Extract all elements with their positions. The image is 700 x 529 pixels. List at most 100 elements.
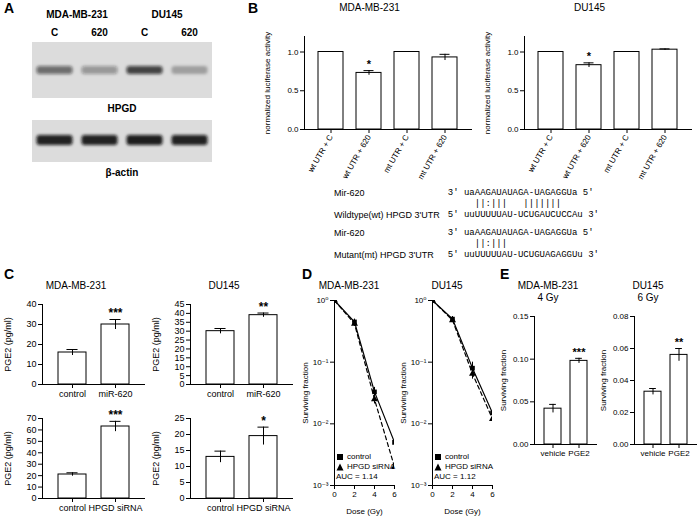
svg-text:6: 6 xyxy=(392,490,397,499)
svg-text:miR-620: miR-620 xyxy=(98,389,132,399)
svg-text:0.0: 0.0 xyxy=(287,125,299,134)
svg-text:PGE2 (pg/ml): PGE2 (pg/ml) xyxy=(3,431,13,486)
svg-text:0.00: 0.00 xyxy=(513,440,529,449)
svg-text:0.05: 0.05 xyxy=(513,397,529,406)
svg-text:mt UTR + C: mt UTR + C xyxy=(382,133,411,174)
svg-text:***: *** xyxy=(573,346,587,358)
svg-text:control: control xyxy=(207,503,234,513)
svg-text:0: 0 xyxy=(31,379,36,389)
svg-text:5: 5 xyxy=(179,477,184,487)
svg-text:control: control xyxy=(59,389,86,399)
svg-text:15: 15 xyxy=(174,445,184,455)
svg-text:normalized luciferase activity: normalized luciferase activity xyxy=(263,32,272,134)
svg-text:15: 15 xyxy=(174,353,184,363)
svg-text:10: 10 xyxy=(174,461,184,471)
svg-text:vehicle: vehicle xyxy=(541,449,566,458)
svg-text:30: 30 xyxy=(174,326,184,336)
svg-text:20: 20 xyxy=(26,471,36,481)
svg-text:0.15: 0.15 xyxy=(513,312,529,321)
svg-text:wt UTR + C: wt UTR + C xyxy=(306,133,335,175)
svg-text:20: 20 xyxy=(26,339,36,349)
svg-text:30: 30 xyxy=(26,459,36,469)
svg-text:6: 6 xyxy=(490,490,495,499)
svg-text:β-actin: β-actin xyxy=(106,167,139,178)
svg-text:50: 50 xyxy=(26,436,36,446)
svg-text:0.0: 0.0 xyxy=(507,125,519,134)
svg-text:10⁻¹: 10⁻¹ xyxy=(411,358,427,367)
svg-text:0.5: 0.5 xyxy=(507,86,519,95)
svg-text:0.00: 0.00 xyxy=(613,440,629,449)
svg-text:wt UTR + 620: wt UTR + 620 xyxy=(340,133,373,181)
svg-text:10⁰: 10⁰ xyxy=(414,296,426,305)
svg-text:0.04: 0.04 xyxy=(613,376,629,385)
svg-text:0: 0 xyxy=(430,490,435,499)
svg-text:*: * xyxy=(261,414,266,428)
svg-text:miR-620: miR-620 xyxy=(246,389,280,399)
svg-text:**: ** xyxy=(259,300,269,314)
svg-text:*: * xyxy=(587,50,592,62)
svg-text:PGE2 (pg/ml): PGE2 (pg/ml) xyxy=(151,431,161,486)
svg-text:10⁻³: 10⁻³ xyxy=(411,481,427,490)
svg-text:40: 40 xyxy=(174,308,184,318)
svg-text:20: 20 xyxy=(174,344,184,354)
svg-text:Surviving fraction: Surviving fraction xyxy=(301,362,310,423)
svg-text:10⁰: 10⁰ xyxy=(316,296,328,305)
svg-text:mt UTR + C: mt UTR + C xyxy=(602,133,631,174)
svg-text:620: 620 xyxy=(91,27,108,38)
svg-text:10: 10 xyxy=(26,359,36,369)
svg-text:10⁻³: 10⁻³ xyxy=(313,481,329,490)
svg-text:control: control xyxy=(59,503,86,513)
svg-text:45: 45 xyxy=(174,299,184,309)
svg-text:mt UTR + 620: mt UTR + 620 xyxy=(416,133,449,181)
svg-text:10⁻²: 10⁻² xyxy=(411,419,427,428)
svg-text:0.10: 0.10 xyxy=(513,355,529,364)
svg-text:60: 60 xyxy=(26,425,36,435)
svg-text:PGE2: PGE2 xyxy=(568,449,590,458)
svg-text:20: 20 xyxy=(174,429,184,439)
svg-text:C: C xyxy=(51,27,58,38)
svg-text:0.02: 0.02 xyxy=(613,408,629,417)
svg-text:4: 4 xyxy=(372,490,377,499)
svg-text:*: * xyxy=(367,58,372,70)
svg-text:25: 25 xyxy=(174,335,184,345)
svg-text:0: 0 xyxy=(31,493,36,503)
svg-text:35: 35 xyxy=(174,317,184,327)
svg-text:PGE2 (pg/ml): PGE2 (pg/ml) xyxy=(151,317,161,372)
svg-text:10: 10 xyxy=(174,362,184,372)
svg-text:1.0: 1.0 xyxy=(507,48,519,57)
svg-text:Surviving fraction: Surviving fraction xyxy=(599,350,608,411)
svg-text:normalized luciferase activity: normalized luciferase activity xyxy=(483,32,492,134)
svg-text:mt UTR + 620: mt UTR + 620 xyxy=(636,133,669,181)
svg-text:0: 0 xyxy=(332,490,337,499)
svg-text:HPGD siRNA: HPGD siRNA xyxy=(88,503,142,513)
svg-text:0.08: 0.08 xyxy=(613,312,629,321)
svg-text:HPGD: HPGD xyxy=(108,103,137,114)
svg-text:HPGD siRNA: HPGD siRNA xyxy=(236,503,290,513)
svg-text:wt UTR + C: wt UTR + C xyxy=(526,133,555,175)
svg-text:25: 25 xyxy=(174,413,184,423)
svg-text:**: ** xyxy=(675,336,684,348)
svg-text:4: 4 xyxy=(470,490,475,499)
svg-text:0.06: 0.06 xyxy=(613,344,629,353)
svg-text:0.5: 0.5 xyxy=(287,86,299,95)
svg-text:C: C xyxy=(141,27,148,38)
svg-text:70: 70 xyxy=(26,413,36,423)
svg-text:30: 30 xyxy=(26,319,36,329)
svg-text:1.0: 1.0 xyxy=(287,48,299,57)
svg-text:Surviving fraction: Surviving fraction xyxy=(399,362,408,423)
svg-text:620: 620 xyxy=(181,27,198,38)
svg-text:control: control xyxy=(207,389,234,399)
svg-text:Surviving fraction: Surviving fraction xyxy=(499,350,508,411)
svg-text:PGE2: PGE2 xyxy=(668,449,690,458)
svg-text:Dose (Gy): Dose (Gy) xyxy=(346,507,383,516)
svg-text:0: 0 xyxy=(179,493,184,503)
svg-text:Dose (Gy): Dose (Gy) xyxy=(444,507,481,516)
svg-text:2: 2 xyxy=(352,490,357,499)
svg-text:DU145: DU145 xyxy=(151,9,183,20)
svg-text:***: *** xyxy=(108,306,122,320)
svg-text:2: 2 xyxy=(450,490,455,499)
svg-text:MDA-MB-231: MDA-MB-231 xyxy=(46,9,108,20)
svg-text:5: 5 xyxy=(179,370,184,380)
svg-text:0: 0 xyxy=(179,379,184,389)
svg-text:vehicle: vehicle xyxy=(641,449,666,458)
